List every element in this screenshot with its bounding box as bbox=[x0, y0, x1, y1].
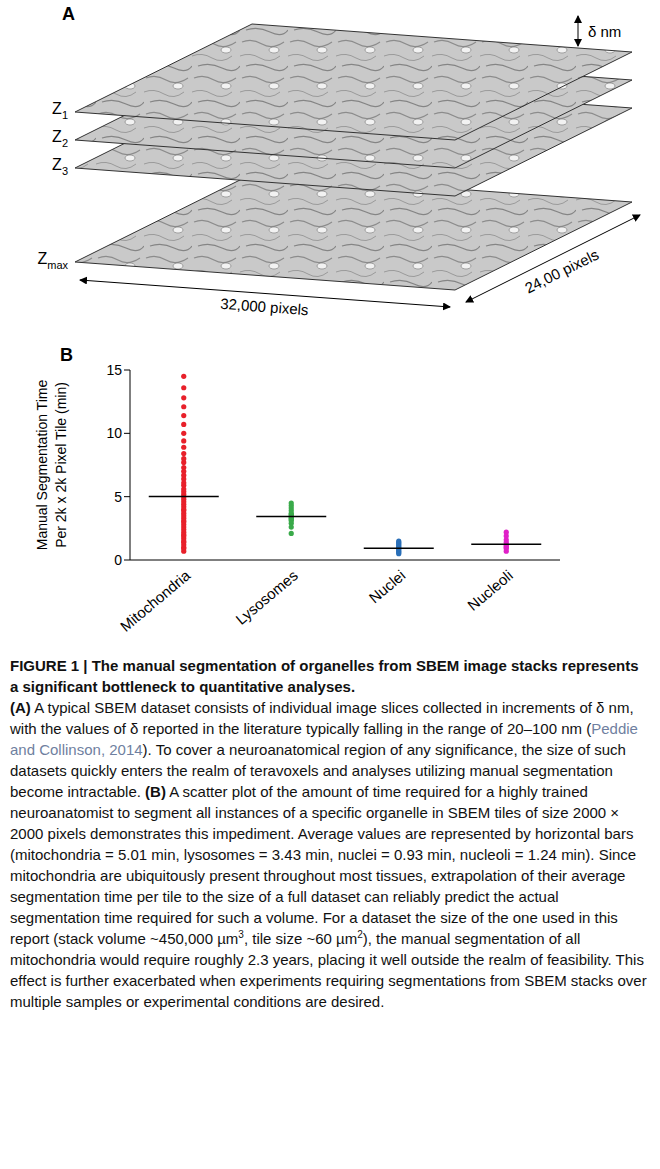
svg-text:Nucleoli: Nucleoli bbox=[464, 566, 516, 613]
svg-text:Zmax: Zmax bbox=[37, 250, 68, 271]
svg-text:δ nm: δ nm bbox=[588, 23, 621, 40]
svg-text:Z1: Z1 bbox=[52, 100, 68, 121]
svg-text:Nuclei: Nuclei bbox=[366, 566, 409, 606]
svg-text:5: 5 bbox=[114, 489, 122, 505]
svg-text:0: 0 bbox=[114, 552, 122, 568]
html-text:FIGURE 1 | The manual segmenta: FIGURE 1 | The manual segmentation of or… bbox=[10, 657, 639, 695]
svg-text:32,000 pixels: 32,000 pixels bbox=[220, 295, 309, 318]
svg-text:24,00 pixels: 24,00 pixels bbox=[522, 246, 601, 297]
svg-text:Lysosomes: Lysosomes bbox=[232, 566, 301, 627]
svg-text:10: 10 bbox=[106, 425, 122, 441]
svg-text:Per 2k x 2k Pixel Tile (min): Per 2k x 2k Pixel Tile (min) bbox=[53, 382, 69, 548]
html-text:B: B bbox=[60, 345, 73, 365]
svg-text:Z3: Z3 bbox=[52, 156, 68, 177]
svg-text:Manual Segmentation Time: Manual Segmentation Time bbox=[34, 380, 50, 551]
svg-text:15: 15 bbox=[106, 362, 122, 378]
svg-text:Mitochondria: Mitochondria bbox=[117, 566, 194, 635]
html-text:(A) A typical SBEM dataset con: (A) A typical SBEM dataset consists of i… bbox=[10, 699, 647, 1010]
svg-text:Z2: Z2 bbox=[52, 128, 68, 149]
svg-text:A: A bbox=[62, 4, 75, 24]
